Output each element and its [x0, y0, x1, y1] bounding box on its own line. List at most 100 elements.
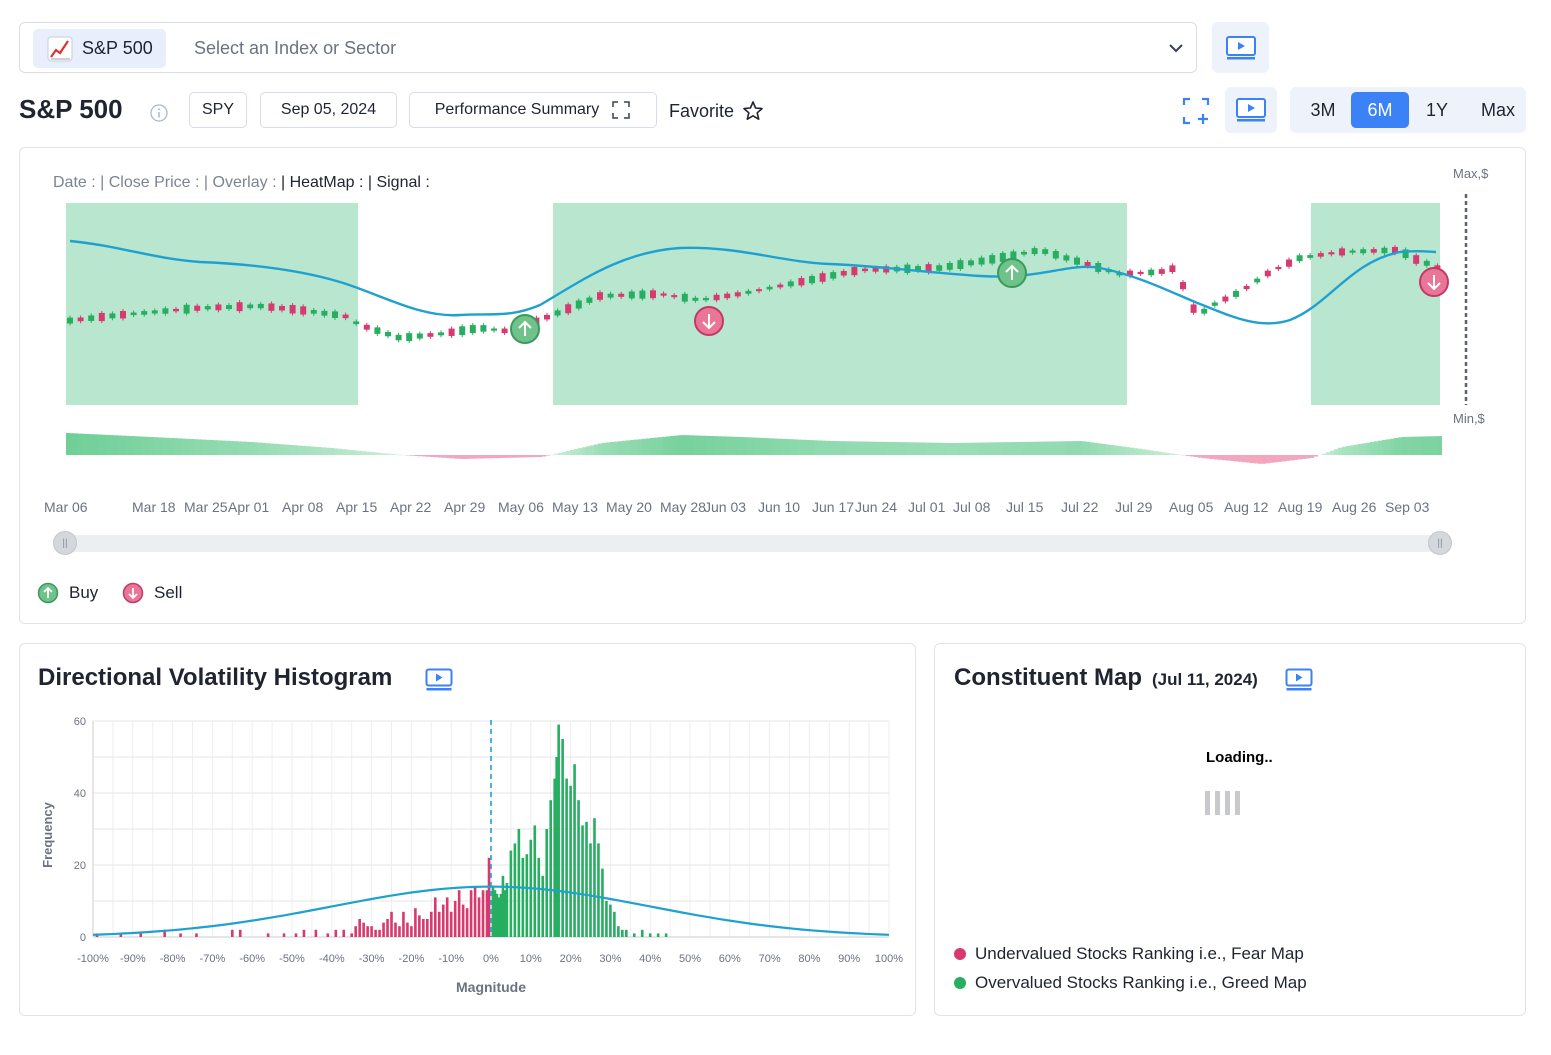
selected-index-chip[interactable]: S&P 500 [33, 29, 166, 68]
sentiment-bar [526, 455, 530, 458]
sentiment-bar [698, 435, 702, 455]
candlestick [575, 300, 582, 309]
sentiment-bar [734, 436, 738, 455]
sentiment-bar [250, 442, 254, 455]
index-search-bar[interactable]: S&P 500 Select an Index or Sector [19, 22, 1197, 73]
x-tick-label: 50% [679, 953, 701, 965]
date-tick: Jun 10 [758, 499, 801, 515]
favorite-button[interactable]: Favorite [669, 100, 764, 122]
x-tick-label: 80% [798, 953, 820, 965]
sentiment-bar [974, 442, 978, 455]
sentiment-bar [178, 438, 182, 455]
sentiment-bar [862, 441, 866, 455]
sentiment-bar [306, 446, 310, 455]
x-tick-label: -70% [200, 953, 226, 965]
signals [510, 258, 1449, 344]
histogram-bar-negative [366, 926, 369, 937]
sentiment-bar [1038, 441, 1042, 455]
search-placeholder[interactable]: Select an Index or Sector [194, 38, 397, 58]
constituent-map-header: Constituent Map (Jul 11, 2024) [954, 664, 1258, 692]
sentiment-bar [830, 441, 834, 455]
sentiment-bar [414, 455, 418, 456]
sentiment-bar [1278, 455, 1282, 462]
sentiment-bar [978, 442, 982, 455]
performance-summary-button[interactable]: Performance Summary [409, 92, 657, 128]
candlestick [1031, 248, 1038, 255]
sentiment-bar [454, 455, 458, 459]
sentiment-bar [106, 434, 110, 455]
sentiment-bar [838, 441, 842, 455]
candlestick [1052, 251, 1059, 259]
candlestick [1413, 255, 1420, 264]
sentiment-bar [370, 452, 374, 455]
candlestick [120, 311, 126, 319]
fear-map-legend: Undervalued Stocks Ranking i.e., Fear Ma… [954, 944, 1304, 964]
histogram-bar-negative [402, 911, 405, 937]
sentiment-bar [782, 438, 786, 455]
range-6m-button[interactable]: 6M [1351, 92, 1409, 128]
video-play-icon[interactable] [1285, 668, 1313, 692]
sentiment-bar [930, 442, 934, 455]
fullscreen-add-icon[interactable] [1182, 97, 1210, 125]
histogram-bar-positive [501, 875, 505, 937]
candlestick [692, 297, 699, 301]
range-slider-right-handle[interactable]: || [1428, 531, 1452, 555]
range-1y-button[interactable]: 1Y [1425, 99, 1449, 120]
candlestick [1169, 265, 1176, 272]
histogram-bar-positive [541, 875, 545, 937]
histogram-bar-negative [485, 890, 489, 937]
candlestick [1211, 302, 1218, 306]
sentiment-bar [890, 442, 894, 455]
ticker-badge[interactable]: SPY [189, 92, 247, 128]
date-tick: Jul 01 [908, 499, 946, 515]
sentiment-bar [514, 455, 518, 458]
sentiment-bar [70, 433, 74, 455]
sentiment-bar [834, 441, 838, 455]
sentiment-bar [438, 455, 442, 458]
sentiment-bar [606, 442, 610, 455]
info-icon[interactable] [150, 104, 168, 122]
sentiment-bar [594, 444, 598, 455]
video-play-icon [1225, 35, 1256, 59]
sentiment-bar [702, 435, 706, 455]
greed-map-label: Overvalued Stocks Ranking i.e., Greed Ma… [975, 973, 1307, 992]
date-tick: May 13 [552, 499, 598, 515]
video-play-icon[interactable] [425, 668, 453, 692]
chevron-down-icon[interactable] [1167, 39, 1185, 57]
sentiment-bar [410, 455, 414, 456]
tutorial-video-button[interactable] [1212, 22, 1269, 73]
range-max-button[interactable]: Max [1480, 99, 1515, 120]
histogram-bar-positive [497, 897, 501, 937]
candlestick [236, 302, 243, 312]
sentiment-bar [386, 453, 390, 455]
sentiment-bar [926, 442, 930, 455]
range-3m-button[interactable]: 3M [1310, 99, 1336, 120]
sentiment-bar [154, 437, 158, 455]
sentiment-bar [1258, 455, 1262, 464]
candlestick [1137, 271, 1144, 275]
sentiment-bar [1186, 455, 1190, 456]
sentiment-bar [634, 439, 638, 455]
sentiment-bar [442, 455, 446, 458]
histogram-bar-positive [509, 850, 513, 937]
chart-video-button[interactable] [1225, 87, 1277, 133]
candlestick [141, 311, 148, 315]
x-tick-label: -80% [160, 953, 186, 965]
sentiment-bar [94, 434, 98, 455]
sentiment-bar [870, 441, 874, 455]
sentiment-bar [538, 455, 542, 458]
video-play-icon [1236, 98, 1266, 122]
date-picker[interactable]: Sep 05, 2024 [260, 92, 397, 128]
candlestick [565, 304, 572, 314]
sentiment-bar [1030, 441, 1034, 455]
range-slider-track[interactable] [55, 535, 1451, 552]
histogram-bar-negative [163, 929, 166, 937]
date-tick: May 20 [606, 499, 652, 515]
candlestick [936, 265, 943, 271]
constituent-map-title: Constituent Map [954, 664, 1142, 691]
sentiment-bar [330, 448, 334, 455]
fear-map-label: Undervalued Stocks Ranking i.e., Fear Ma… [975, 944, 1304, 963]
price-chart[interactable] [0, 0, 1551, 480]
histogram-chart[interactable]: -100% -90% -80% -70% -60% -50% -40% -30% -20% -10… [0, 0, 916, 1010]
range-slider-left-handle[interactable]: || [53, 531, 77, 555]
